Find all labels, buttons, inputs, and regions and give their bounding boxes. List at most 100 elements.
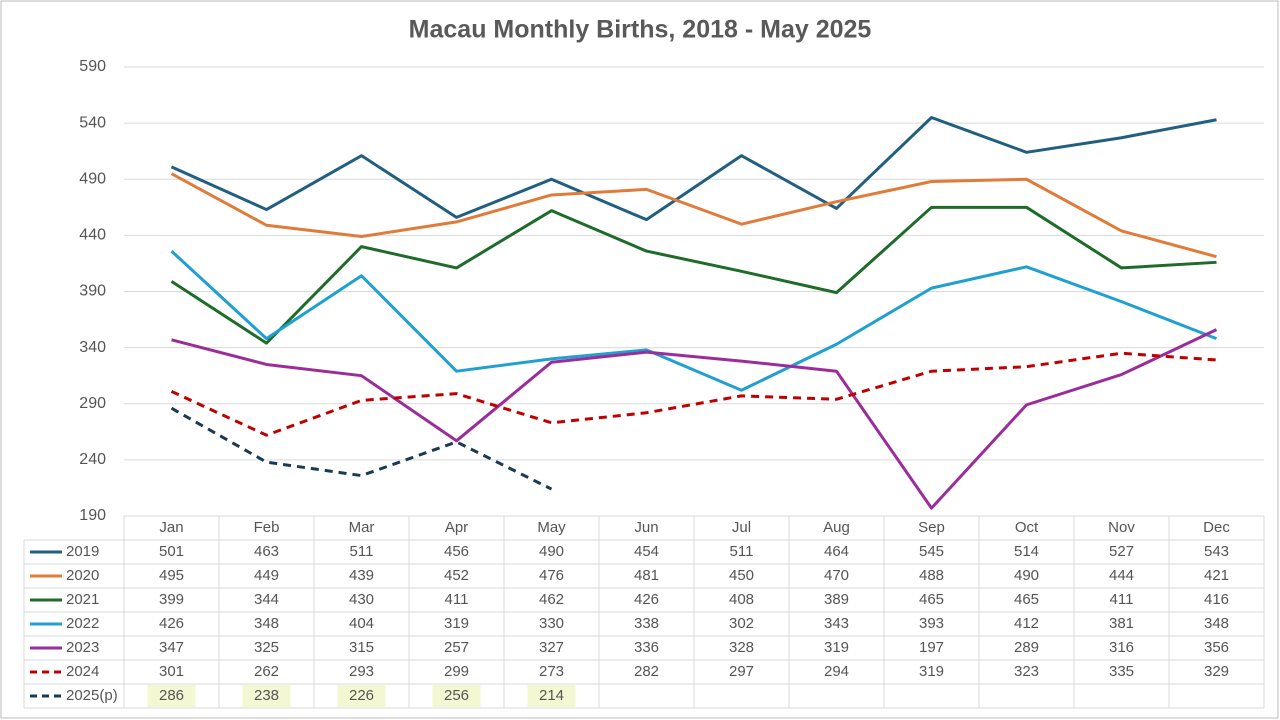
table-value: 328 xyxy=(729,639,754,656)
table-value: 214 xyxy=(539,687,564,704)
cell-highlight xyxy=(337,685,386,707)
table-value: 490 xyxy=(1014,567,1039,584)
table-value: 301 xyxy=(159,663,184,680)
table-value: 514 xyxy=(1014,543,1039,560)
cell-highlight xyxy=(147,685,196,707)
table-value: 299 xyxy=(444,663,469,680)
x-tick-label: Oct xyxy=(1015,519,1039,536)
table-value: 197 xyxy=(919,639,944,656)
table-value: 465 xyxy=(1014,591,1039,608)
y-tick-label: 290 xyxy=(79,395,106,412)
table-value: 319 xyxy=(444,615,469,632)
x-tick-label: Mar xyxy=(349,519,375,536)
series-line xyxy=(170,116,1217,222)
table-value: 329 xyxy=(1204,663,1229,680)
table-value: 452 xyxy=(444,567,469,584)
table-value: 404 xyxy=(349,615,374,632)
table-value: 545 xyxy=(919,543,944,560)
table-value: 481 xyxy=(634,567,659,584)
table-value: 302 xyxy=(729,615,754,632)
table-value: 408 xyxy=(729,591,754,608)
table-value: 430 xyxy=(349,591,374,608)
table-value: 238 xyxy=(254,687,279,704)
table-value: 327 xyxy=(539,639,564,656)
series-line xyxy=(170,172,1217,259)
series-line xyxy=(171,328,1218,510)
table-value: 381 xyxy=(1109,615,1134,632)
table-value: 488 xyxy=(919,567,944,584)
y-tick-label: 390 xyxy=(79,283,106,300)
legend-label: 2021 xyxy=(66,591,99,608)
table-value: 527 xyxy=(1109,543,1134,560)
table-value: 511 xyxy=(350,543,374,560)
table-value: 347 xyxy=(159,639,184,656)
cell-highlight xyxy=(527,685,576,707)
x-tick-label: Dec xyxy=(1203,519,1230,536)
table-value: 399 xyxy=(159,591,184,608)
table-value: 490 xyxy=(539,543,564,560)
x-tick-label: Jan xyxy=(159,519,183,536)
table-value: 439 xyxy=(349,567,374,584)
y-tick-label: 490 xyxy=(79,170,106,187)
table-value: 456 xyxy=(444,543,469,560)
series-line xyxy=(170,406,553,491)
table-value: 297 xyxy=(729,663,754,680)
x-tick-label: Aug xyxy=(823,519,850,536)
x-tick-label: Jun xyxy=(634,519,658,536)
table-value: 454 xyxy=(634,543,659,560)
table-value: 393 xyxy=(919,615,944,632)
table-value: 511 xyxy=(730,543,754,560)
chart-title: Macau Monthly Births, 2018 - May 2025 xyxy=(409,16,872,44)
table-value: 343 xyxy=(824,615,849,632)
table-value: 412 xyxy=(1014,615,1039,632)
y-tick-label: 340 xyxy=(79,339,106,356)
table-value: 465 xyxy=(919,591,944,608)
table-value: 348 xyxy=(254,615,279,632)
table-value: 294 xyxy=(824,663,849,680)
table-value: 411 xyxy=(445,591,469,608)
y-tick-label: 590 xyxy=(79,58,106,75)
legend-label: 2024 xyxy=(66,663,99,680)
table-value: 463 xyxy=(254,543,279,560)
table-value: 335 xyxy=(1109,663,1134,680)
series-line xyxy=(170,205,1217,345)
series-line xyxy=(170,249,1218,392)
table-value: 336 xyxy=(634,639,659,656)
table-value: 495 xyxy=(159,567,184,584)
table-value: 449 xyxy=(254,567,279,584)
table-value: 464 xyxy=(824,543,849,560)
cell-highlight xyxy=(242,685,291,707)
y-tick-label: 190 xyxy=(79,507,106,524)
x-tick-label: May xyxy=(537,519,566,536)
table-value: 344 xyxy=(254,591,279,608)
table-value: 256 xyxy=(444,687,469,704)
y-tick-label: 440 xyxy=(79,227,106,244)
x-tick-label: Jul xyxy=(732,519,751,536)
table-value: 323 xyxy=(1014,663,1039,680)
table-value: 501 xyxy=(159,543,184,560)
legend-label: 2020 xyxy=(66,567,99,584)
table-value: 444 xyxy=(1109,567,1134,584)
table-value: 470 xyxy=(824,567,849,584)
table-value: 262 xyxy=(254,663,279,680)
table-value: 389 xyxy=(824,591,849,608)
cell-highlight xyxy=(432,685,481,707)
table-value: 450 xyxy=(729,567,754,584)
x-tick-label: Feb xyxy=(254,519,280,536)
table-value: 257 xyxy=(444,639,469,656)
x-tick-label: Nov xyxy=(1108,519,1135,536)
series-line xyxy=(170,351,1217,437)
table-value: 226 xyxy=(349,687,374,704)
table-value: 316 xyxy=(1109,639,1134,656)
table-value: 462 xyxy=(539,591,564,608)
legend-label: 2022 xyxy=(66,615,99,632)
table-value: 411 xyxy=(1110,591,1134,608)
table-value: 426 xyxy=(159,615,184,632)
x-tick-label: Apr xyxy=(445,519,468,536)
table-value: 330 xyxy=(539,615,564,632)
table-value: 348 xyxy=(1204,615,1229,632)
legend-label: 2019 xyxy=(66,543,99,560)
table-value: 286 xyxy=(159,687,184,704)
table-value: 543 xyxy=(1204,543,1229,560)
table-value: 356 xyxy=(1204,639,1229,656)
